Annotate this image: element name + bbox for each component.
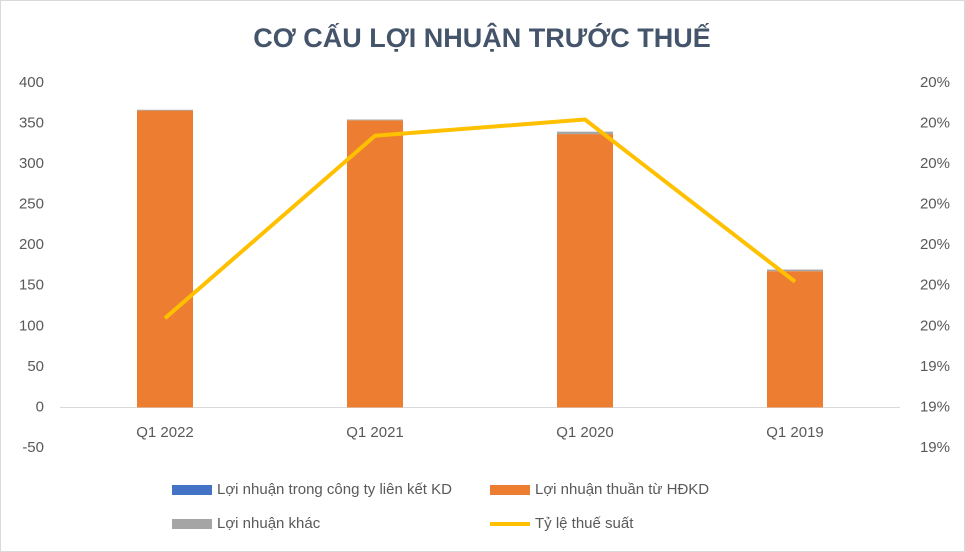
bar — [347, 120, 403, 408]
legend-label: Lợi nhuận thuần từ HĐKD — [535, 481, 709, 498]
legend-label: Tỷ lệ thuế suất — [535, 515, 634, 532]
bar — [137, 109, 193, 111]
y-tick-label: 350 — [19, 115, 44, 132]
x-tick-label: Q1 2021 — [346, 424, 404, 441]
y2-tick-label: 20% — [920, 317, 950, 334]
y-tick-label: 150 — [19, 277, 44, 294]
y-tick-label: 250 — [19, 196, 44, 213]
y2-tick-label: 20% — [920, 155, 950, 172]
bar — [347, 119, 403, 121]
y-tick-label: 50 — [27, 358, 44, 375]
y2-tick-label: 20% — [920, 74, 950, 91]
bar — [557, 131, 613, 135]
bar — [557, 134, 613, 408]
y2-tick-label: 20% — [920, 115, 950, 132]
y2-tick-label: 20% — [920, 277, 950, 294]
bar — [767, 271, 823, 408]
legend-swatch — [490, 485, 530, 495]
legend-label: Lợi nhuận khác — [217, 515, 321, 532]
y-tick-label: 200 — [19, 236, 44, 253]
y2-tick-label: 19% — [920, 358, 950, 375]
x-tick-label: Q1 2022 — [136, 424, 194, 441]
line — [163, 117, 797, 320]
y-tick-label: 0 — [36, 398, 44, 415]
y2-tick-label: 19% — [920, 398, 950, 415]
legend-swatch — [172, 519, 212, 529]
y-tick-label: 100 — [19, 317, 44, 334]
y-tick-label: 400 — [19, 74, 44, 91]
legend-swatch — [172, 485, 212, 495]
y2-tick-label: 20% — [920, 236, 950, 253]
bar — [767, 269, 823, 272]
y2-tick-label: 20% — [920, 196, 950, 213]
bar — [137, 110, 193, 408]
chart-title: CƠ CẤU LỢI NHUẬN TRƯỚC THUẾ — [253, 22, 710, 53]
y2-tick-label: 19% — [920, 439, 950, 456]
y-tick-label: -50 — [22, 439, 44, 456]
y-tick-label: 300 — [19, 155, 44, 172]
x-tick-label: Q1 2019 — [766, 424, 824, 441]
x-tick-label: Q1 2020 — [556, 424, 614, 441]
legend-label: Lợi nhuận trong công ty liên kết KD — [217, 481, 452, 498]
